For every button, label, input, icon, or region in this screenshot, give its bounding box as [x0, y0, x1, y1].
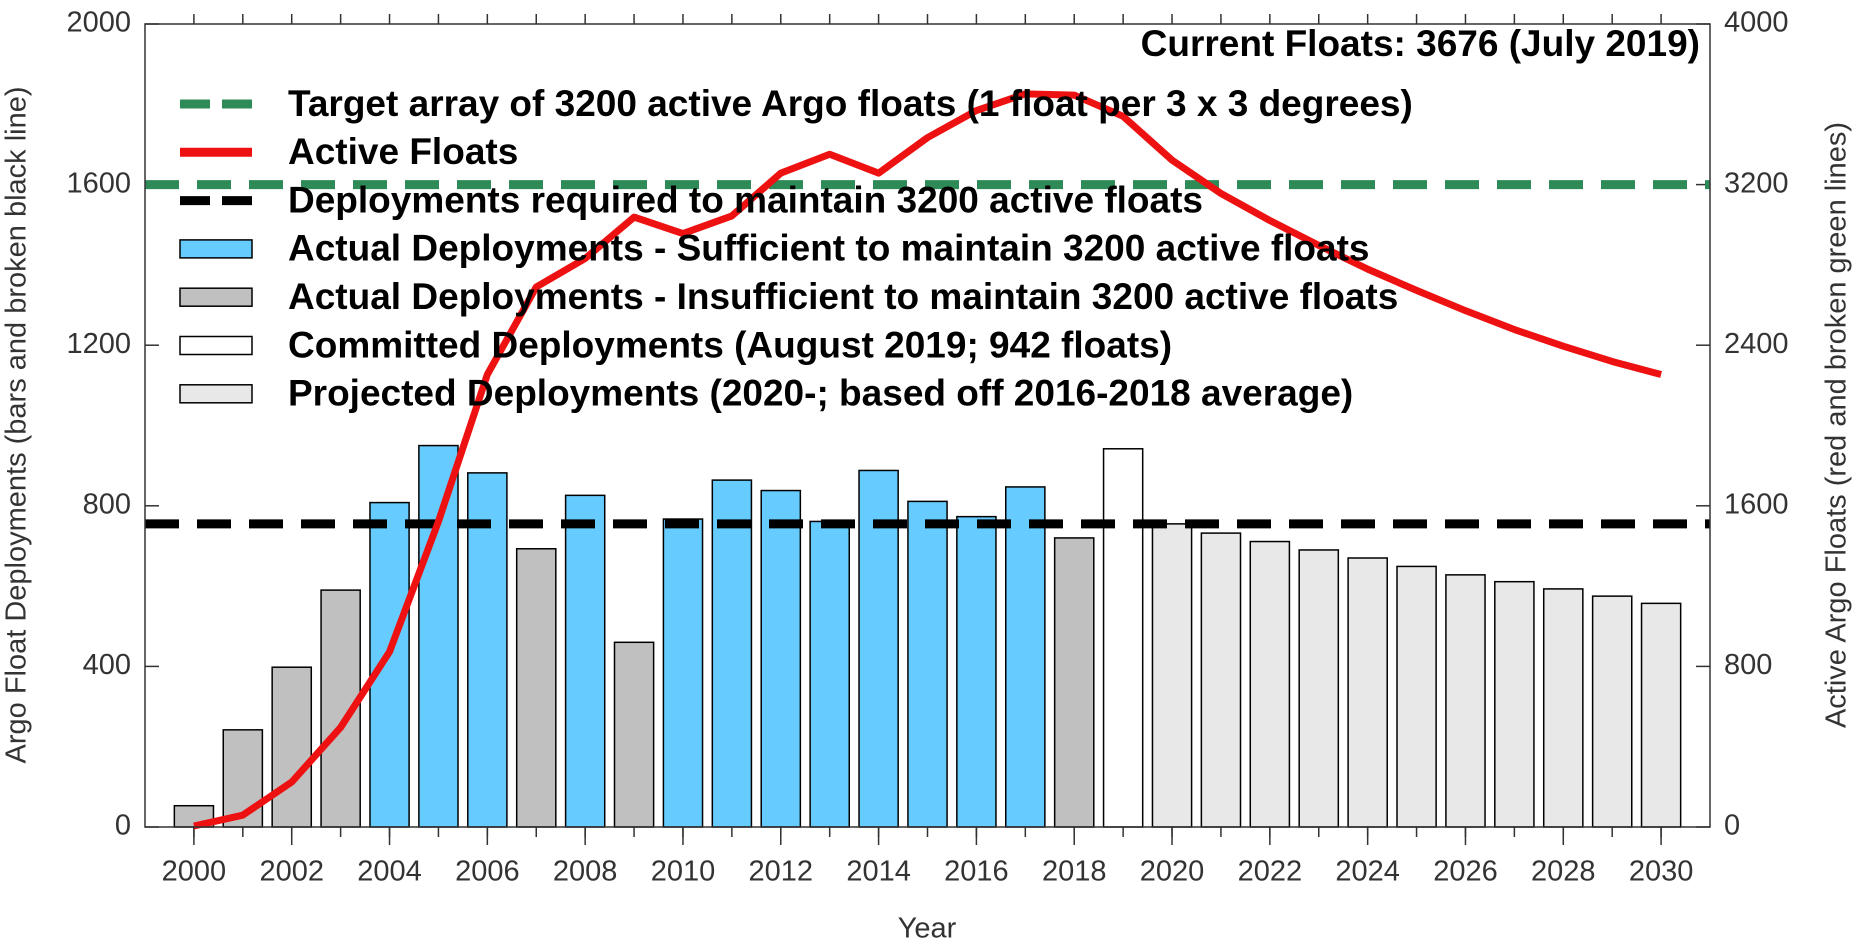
legend-label: Committed Deployments (August 2019; 942 …: [288, 324, 1172, 365]
legend-label: Active Floats: [288, 131, 518, 172]
bar: [760, 489, 802, 828]
bar: [222, 729, 264, 828]
y-tick-label: 1200: [66, 328, 131, 360]
annotation: Current Floats: 3676 (July 2019): [1141, 23, 1700, 64]
bar: [1591, 595, 1633, 828]
x-tick-label: 2026: [1433, 856, 1498, 888]
bar: [1347, 557, 1388, 828]
bar: [369, 501, 410, 828]
x-tick-label: 2012: [749, 856, 814, 888]
x-tick-label: 2028: [1531, 856, 1596, 888]
bar: [1102, 448, 1144, 828]
bar: [1005, 486, 1046, 828]
x-tick-label: 2008: [553, 856, 618, 888]
bar: [711, 479, 753, 828]
y-tick-label: 1600: [66, 167, 131, 199]
y-axis-label: Argo Float Deployments (bars and broken …: [1, 87, 33, 764]
bar: [1445, 574, 1486, 828]
y2-tick-label: 4000: [1724, 7, 1789, 39]
bar: [1053, 537, 1095, 828]
bar: [907, 500, 948, 828]
bar: [1494, 580, 1535, 828]
bar: [1151, 523, 1193, 828]
bar: [1640, 602, 1682, 828]
plot-frame: [144, 23, 1711, 828]
y2-axis-label: Active Argo Floats (red and broken green…: [1821, 122, 1853, 728]
legend-label: Actual Deployments - Insufficient to mai…: [288, 276, 1398, 317]
legend-label: Target array of 3200 active Argo floats …: [288, 83, 1413, 124]
y2-tick-label: 800: [1724, 649, 1772, 681]
x-axis-label: Year: [898, 913, 957, 945]
x-tick-label: 2000: [162, 856, 227, 888]
bar: [1249, 540, 1291, 828]
legend-swatch: [179, 239, 253, 259]
y-tick-label: 0: [115, 810, 131, 842]
legend-label: Projected Deployments (2020-; based off …: [288, 373, 1353, 414]
y-tick-label: 800: [83, 488, 131, 520]
y-tick-label: 400: [83, 649, 131, 681]
legend-swatch: [179, 335, 253, 356]
x-tick-label: 2010: [651, 856, 716, 888]
bar: [662, 518, 704, 828]
bar: [858, 469, 899, 828]
bar: [418, 444, 459, 828]
y2-tick-label: 2400: [1724, 328, 1789, 360]
y-tick-label: 2000: [66, 7, 131, 39]
bar: [613, 641, 655, 828]
legend-label: Actual Deployments - Sufficient to maint…: [288, 228, 1370, 269]
bar: [1298, 549, 1340, 828]
y2-tick-label: 0: [1724, 810, 1740, 842]
y2-tick-label: 1600: [1724, 488, 1789, 520]
x-tick-label: 2002: [259, 856, 324, 888]
y2-tick-label: 3200: [1724, 167, 1789, 199]
bar: [1200, 532, 1242, 828]
x-tick-label: 2022: [1238, 856, 1303, 888]
bar: [515, 548, 557, 828]
bar: [956, 515, 997, 828]
x-tick-label: 2030: [1629, 856, 1694, 888]
x-tick-label: 2024: [1335, 856, 1400, 888]
bar: [271, 666, 313, 828]
bar: [467, 472, 508, 828]
x-tick-label: 2014: [846, 856, 911, 888]
bar: [1396, 565, 1437, 828]
legend-swatch: [179, 384, 253, 404]
x-tick-label: 2020: [1140, 856, 1205, 888]
x-tick-label: 2016: [944, 856, 1009, 888]
legend-label: Deployments required to maintain 3200 ac…: [288, 179, 1203, 220]
line: [193, 90, 1662, 830]
bar: [1542, 588, 1584, 828]
legend-swatch: [179, 287, 253, 307]
bar: [809, 520, 850, 828]
bar: [564, 494, 606, 828]
x-tick-label: 2018: [1042, 856, 1107, 888]
x-tick-label: 2006: [455, 856, 520, 888]
x-tick-label: 2004: [357, 856, 422, 888]
